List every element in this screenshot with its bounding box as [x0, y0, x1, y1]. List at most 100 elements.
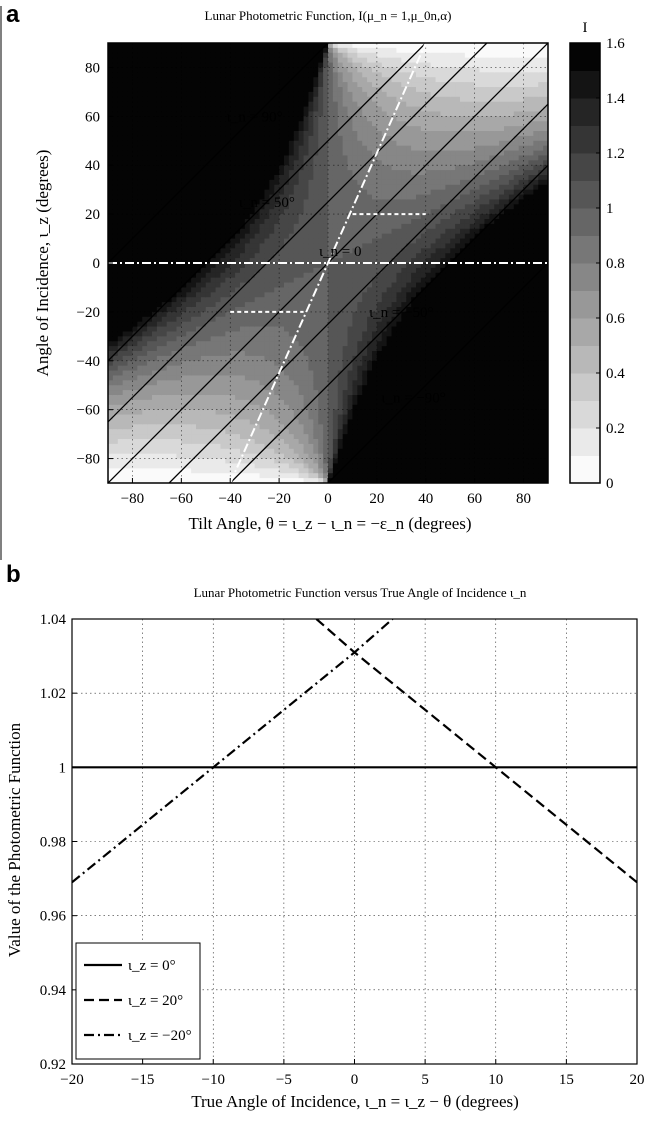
heatmap-cell	[122, 316, 129, 323]
heatmap-cell	[328, 91, 334, 98]
heatmap-cell	[200, 380, 207, 386]
heatmap-cell	[176, 165, 182, 171]
heatmap-cell	[264, 473, 270, 479]
heatmap-cell	[264, 453, 270, 460]
heatmap-cell	[171, 331, 178, 337]
heatmap-cell	[176, 228, 182, 235]
heatmap-cell	[137, 463, 143, 469]
heatmap-cell	[122, 165, 129, 171]
heatmap-cell	[112, 57, 119, 64]
heatmap-cell	[240, 478, 246, 483]
heatmap-cell	[288, 165, 295, 171]
heatmap-cell	[337, 223, 344, 230]
heatmap-cell	[205, 336, 212, 342]
heatmap-cell	[357, 253, 363, 259]
heatmap-cell	[117, 370, 124, 377]
heatmap-cell	[132, 228, 138, 235]
heatmap-cell	[127, 390, 134, 396]
heatmap-cell	[196, 336, 202, 342]
heatmap-cell	[142, 316, 148, 323]
heatmap-cell	[313, 160, 319, 166]
heatmap-cell	[308, 175, 314, 181]
heatmap-cell	[205, 302, 212, 308]
heatmap-cell	[108, 375, 114, 381]
heatmap-cell	[230, 214, 236, 220]
heatmap-cell	[279, 370, 285, 377]
heatmap-cell	[122, 160, 129, 166]
heatmap-cell	[328, 219, 334, 225]
heatmap-cell	[347, 155, 354, 161]
heatmap-cell	[376, 116, 383, 122]
heatmap-cell	[127, 448, 134, 455]
heatmap-cell	[342, 209, 349, 215]
heatmap-cell	[225, 468, 231, 474]
heatmap-cell	[235, 160, 241, 166]
heatmap-cell	[117, 443, 124, 450]
heatmap-cell	[200, 321, 207, 328]
heatmap-cell	[176, 219, 182, 225]
heatmap-cell	[108, 311, 114, 318]
heatmap-cell	[176, 135, 182, 142]
heatmap-cell	[137, 380, 143, 386]
heatmap-cell	[279, 341, 285, 347]
heatmap-cell	[235, 443, 241, 450]
heatmap-cell	[337, 135, 344, 142]
heatmap-cell	[108, 57, 114, 64]
heatmap-cell	[293, 219, 300, 225]
heatmap-cell	[181, 302, 187, 308]
heatmap-cell	[108, 267, 114, 274]
heatmap-cell	[298, 443, 305, 450]
heatmap-cell	[137, 77, 143, 83]
heatmap-cell	[142, 179, 148, 186]
heatmap-cell	[161, 228, 168, 235]
heatmap-cell	[303, 399, 310, 406]
heatmap-cell	[171, 204, 178, 210]
heatmap-cell	[298, 395, 305, 401]
heatmap-cell	[376, 145, 383, 152]
heatmap-cell	[112, 453, 119, 460]
heatmap-cell	[166, 145, 173, 152]
heatmap-cell	[240, 150, 246, 157]
heatmap-cell	[269, 238, 275, 245]
heatmap-cell	[249, 170, 256, 176]
heatmap-cell	[176, 121, 182, 127]
heatmap-cell	[274, 302, 280, 308]
heatmap-cell	[337, 419, 344, 425]
heatmap-cell	[215, 179, 222, 186]
heatmap-cell	[215, 468, 222, 474]
heatmap-cell	[122, 199, 129, 205]
heatmap-cell	[313, 419, 319, 425]
heatmap-cell	[264, 341, 270, 347]
heatmap-cell	[357, 385, 363, 391]
heatmap-cell	[122, 126, 129, 132]
heatmap-cell	[171, 106, 178, 113]
heatmap-cell	[196, 228, 202, 235]
heatmap-cell	[352, 316, 358, 323]
heatmap-cell	[244, 399, 251, 406]
heatmap-cell	[269, 380, 275, 386]
heatmap-cell	[284, 385, 290, 391]
heatmap-cell	[215, 126, 222, 132]
heatmap-cell	[181, 140, 187, 147]
heatmap-cell	[337, 375, 344, 381]
heatmap-cell	[225, 135, 231, 142]
heatmap-cell	[235, 346, 241, 352]
heatmap-cell	[171, 375, 178, 381]
heatmap-cell	[137, 385, 143, 391]
heatmap-cell	[249, 272, 256, 279]
heatmap-cell	[191, 67, 197, 73]
heatmap-cell	[176, 292, 182, 298]
heatmap-cell	[186, 473, 192, 479]
heatmap-cell	[254, 399, 261, 406]
heatmap-cell	[303, 380, 310, 386]
heatmap-cell	[225, 399, 231, 406]
heatmap-cell	[332, 404, 339, 411]
heatmap-cell	[293, 439, 300, 445]
heatmap-cell	[142, 395, 148, 401]
heatmap-cell	[362, 448, 368, 455]
heatmap-cell	[249, 179, 256, 186]
heatmap-cell	[337, 170, 344, 176]
heatmap-cell	[147, 253, 153, 259]
heatmap-cell	[225, 370, 231, 377]
heatmap-cell	[205, 311, 212, 318]
